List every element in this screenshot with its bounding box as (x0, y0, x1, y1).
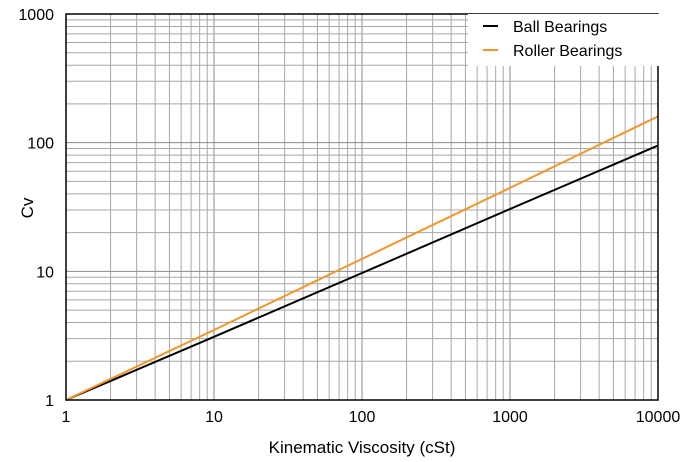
legend: Ball Bearings Roller Bearings (468, 14, 660, 66)
y-tick-labels: 1 10 100 1000 (18, 7, 54, 410)
series-line-roller-bearings (65, 115, 659, 401)
legend-label-ball-bearings: Ball Bearings (513, 19, 607, 36)
x-tick-labels: 1 10 100 1000 10000 (62, 409, 681, 426)
x-tick-label: 10000 (636, 409, 681, 426)
grid (65, 14, 658, 401)
x-tick-label: 100 (349, 409, 376, 426)
legend-label-roller-bearings: Roller Bearings (513, 43, 622, 60)
x-axis-title: Kinematic Viscosity (cSt) (269, 438, 456, 457)
plot-frame (65, 13, 659, 401)
legend-box (468, 14, 660, 66)
y-axis-title: Cv (18, 197, 37, 218)
series-line-ball-bearings (65, 144, 659, 401)
x-tick-label: 10 (205, 409, 223, 426)
y-tick-label: 1 (45, 393, 54, 410)
y-tick-label: 1000 (18, 7, 54, 24)
y-tick-label: 100 (27, 136, 54, 153)
series-layer (65, 115, 659, 401)
x-tick-label: 1000 (492, 409, 528, 426)
x-tick-label: 1 (62, 409, 71, 426)
y-tick-label: 10 (36, 264, 54, 281)
